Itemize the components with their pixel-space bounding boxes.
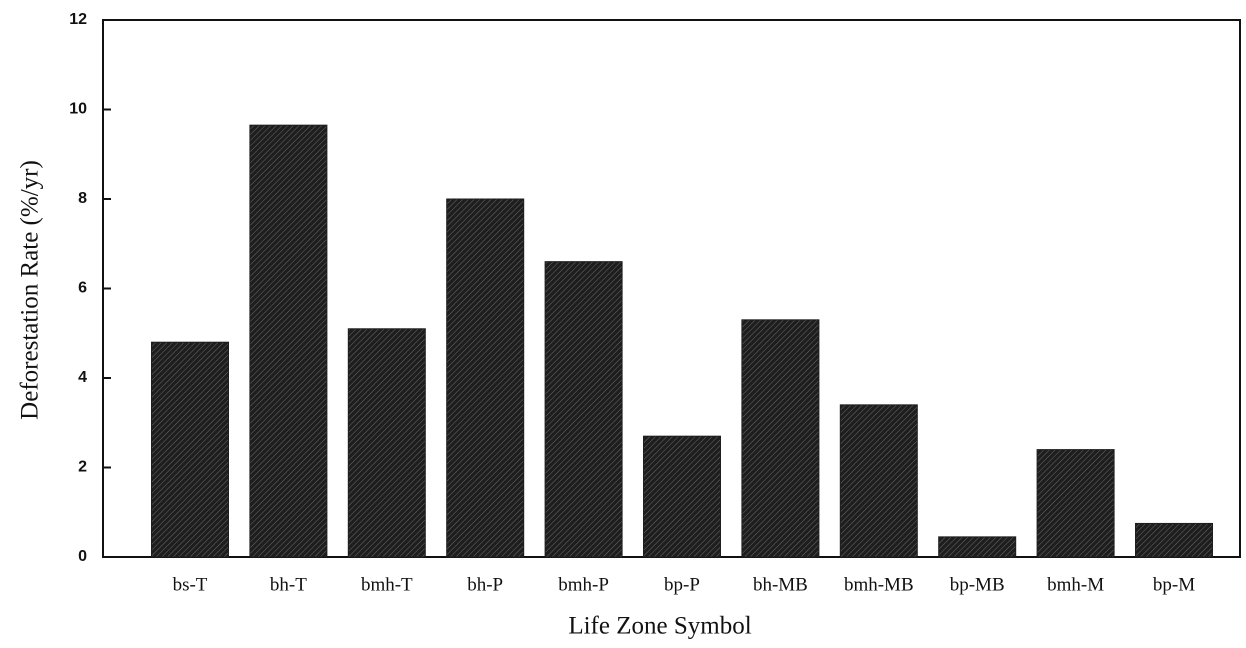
x-tick-label: bmh-P bbox=[558, 574, 609, 595]
bar bbox=[643, 435, 721, 558]
y-tick-label: 4 bbox=[78, 369, 87, 386]
y-axis-label: Deforestation Rate (%/yr) bbox=[17, 160, 44, 420]
bar bbox=[347, 328, 426, 558]
x-tick-label: bmh-T bbox=[361, 574, 413, 595]
bar bbox=[1135, 522, 1213, 558]
x-tick-label: bh-P bbox=[467, 574, 503, 595]
bar bbox=[544, 261, 623, 558]
bar bbox=[938, 536, 1017, 558]
bar bbox=[446, 198, 525, 558]
bar bbox=[741, 319, 820, 558]
y-tick-label: 0 bbox=[78, 548, 87, 565]
y-tick-label: 10 bbox=[69, 101, 87, 118]
y-tick-label: 2 bbox=[78, 459, 87, 476]
x-tick-label: bp-P bbox=[664, 574, 700, 595]
x-axis-label: Life Zone Symbol bbox=[568, 613, 751, 640]
x-tick-label: bmh-MB bbox=[844, 574, 914, 595]
x-tick-label: bs-T bbox=[173, 574, 208, 595]
y-tick-label: 12 bbox=[69, 11, 87, 28]
bar bbox=[151, 341, 229, 558]
x-tick-label: bmh-M bbox=[1047, 574, 1104, 595]
bar bbox=[1036, 449, 1115, 558]
bar bbox=[839, 404, 918, 558]
x-tick-label: bh-MB bbox=[753, 574, 808, 595]
x-tick-label: bp-M bbox=[1153, 574, 1195, 595]
y-tick-label: 6 bbox=[78, 280, 87, 297]
y-tick-label: 8 bbox=[78, 190, 87, 207]
bar bbox=[249, 124, 328, 558]
x-tick-label: bp-MB bbox=[950, 574, 1005, 595]
x-tick-label: bh-T bbox=[270, 574, 307, 595]
